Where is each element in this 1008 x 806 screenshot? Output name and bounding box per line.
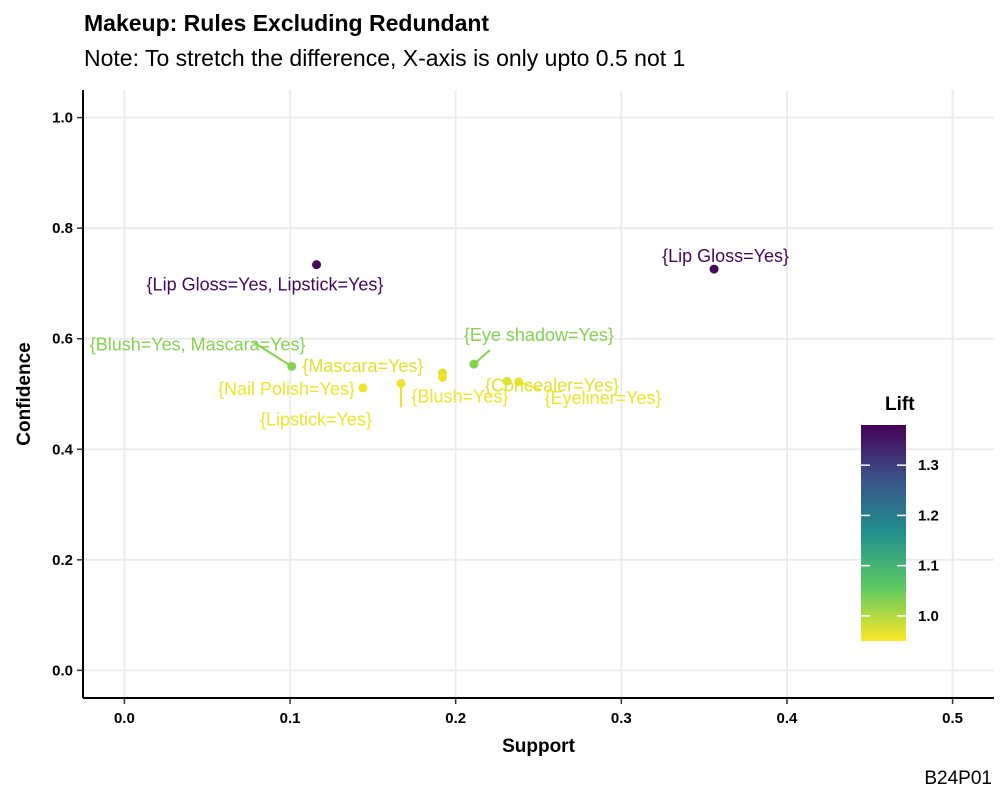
data-point [502, 376, 512, 386]
point-label: {Blush=Yes, Mascara=Yes} [90, 334, 306, 354]
y-tick-label: 0.6 [52, 331, 73, 348]
data-point [358, 383, 368, 393]
label-connector [253, 341, 293, 368]
x-tick-label: 0.4 [777, 710, 799, 727]
x-tick-label: 0.5 [942, 710, 963, 727]
data-points [287, 260, 719, 393]
x-tick-label: 0.2 [445, 710, 466, 727]
point-label: {Concealer=Yes} [485, 375, 619, 395]
legend-title: Lift [885, 394, 915, 415]
point-label: {Eye shadow=Yes} [464, 325, 614, 345]
caption: B24P01 [924, 768, 992, 789]
point-labels: {Lip Gloss=Yes, Lipstick=Yes} {Lip Gloss=… [90, 246, 789, 429]
legend-tick-label: 1.1 [918, 558, 939, 575]
data-point [287, 361, 297, 371]
grid-lines [83, 90, 994, 698]
data-point [312, 260, 322, 270]
y-axis-title: Confidence [14, 342, 35, 445]
chart-title: Makeup: Rules Excluding Redundant [84, 10, 490, 36]
data-point [514, 377, 524, 387]
y-tick-label: 0.0 [52, 662, 73, 679]
data-point [396, 378, 406, 388]
point-label: {Lipstick=Yes} [260, 409, 372, 429]
x-tick-label: 0.3 [611, 710, 632, 727]
legend-colorbar [861, 425, 906, 641]
y-tick-label: 0.8 [52, 220, 73, 237]
y-tick-label: 1.0 [52, 110, 73, 127]
y-tick-label: 0.2 [52, 552, 73, 569]
chart-subtitle: Note: To stretch the difference, X-axis … [84, 45, 686, 71]
lift-legend: Lift 1.0 1.1 1.2 1.3 [861, 394, 939, 641]
point-label: {Lip Gloss=Yes} [662, 246, 789, 266]
data-point [469, 359, 479, 369]
point-label: {Lip Gloss=Yes, Lipstick=Yes} [147, 275, 384, 295]
point-label: {Mascara=Yes} [302, 356, 423, 376]
point-label: {Blush=Yes} [411, 386, 508, 406]
x-tick-label: 0.1 [280, 710, 301, 727]
legend-tick-label: 1.2 [918, 507, 939, 524]
x-tick-label: 0.0 [114, 710, 135, 727]
point-label: {Eyeliner=Yes} [545, 388, 662, 408]
point-label: {Nail Polish=Yes} [218, 379, 355, 399]
data-point [709, 264, 719, 274]
axes: 0.0 0.1 0.2 0.3 0.4 0.5 0.0 0.2 0.4 0.6 0.8 1.0 Supp… [14, 90, 994, 757]
legend-tick-label: 1.0 [918, 608, 939, 625]
legend-tick-label: 1.3 [918, 457, 939, 474]
y-tick-label: 0.4 [52, 441, 74, 458]
data-point [437, 372, 447, 382]
x-axis-title: Support [502, 736, 575, 757]
